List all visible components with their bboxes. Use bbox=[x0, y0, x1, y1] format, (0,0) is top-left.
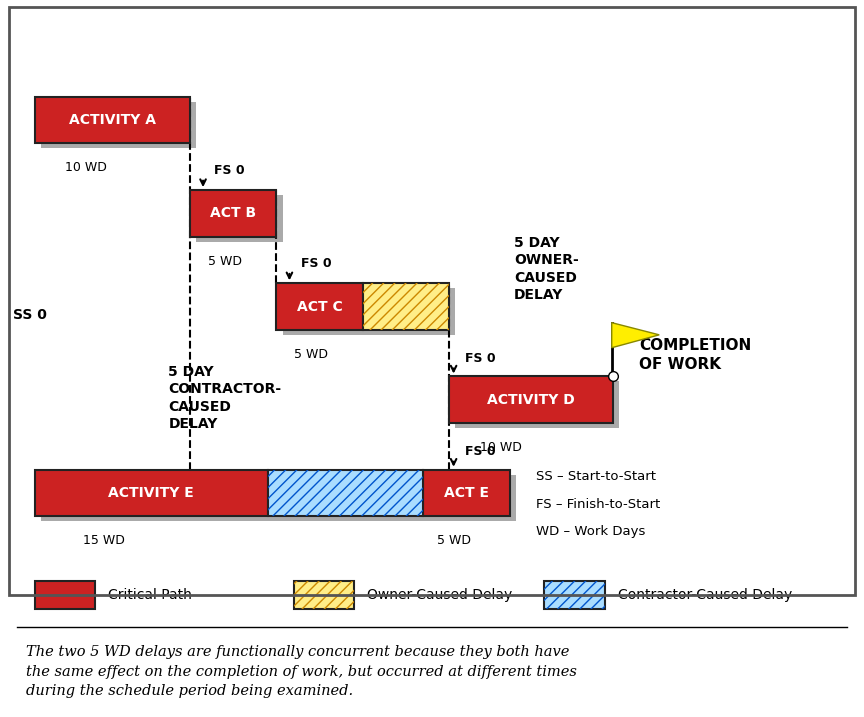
Text: FS 0: FS 0 bbox=[465, 445, 495, 458]
Text: 15 WD: 15 WD bbox=[83, 534, 124, 547]
Text: 10 WD: 10 WD bbox=[66, 161, 107, 174]
FancyBboxPatch shape bbox=[35, 470, 268, 516]
Text: 10 WD: 10 WD bbox=[480, 441, 522, 454]
Text: COMPLETION
OF WORK: COMPLETION OF WORK bbox=[639, 338, 752, 371]
Text: 5 WD: 5 WD bbox=[294, 348, 328, 361]
FancyBboxPatch shape bbox=[274, 475, 429, 521]
Text: 5 DAY
CONTRACTOR-
CAUSED
DELAY: 5 DAY CONTRACTOR- CAUSED DELAY bbox=[168, 365, 282, 431]
FancyBboxPatch shape bbox=[35, 581, 95, 609]
Text: Owner-Caused Delay: Owner-Caused Delay bbox=[367, 588, 512, 602]
Text: ACTIVITY A: ACTIVITY A bbox=[69, 113, 156, 127]
FancyBboxPatch shape bbox=[423, 470, 510, 516]
Text: 5 WD: 5 WD bbox=[207, 255, 242, 267]
FancyBboxPatch shape bbox=[196, 195, 283, 242]
Text: SS 0: SS 0 bbox=[13, 308, 47, 323]
FancyBboxPatch shape bbox=[294, 581, 354, 609]
FancyBboxPatch shape bbox=[35, 97, 190, 143]
Text: WD – Work Days: WD – Work Days bbox=[536, 525, 645, 538]
FancyBboxPatch shape bbox=[268, 470, 423, 516]
FancyBboxPatch shape bbox=[449, 376, 613, 423]
FancyBboxPatch shape bbox=[283, 288, 369, 335]
Text: FS 0: FS 0 bbox=[465, 352, 495, 365]
FancyBboxPatch shape bbox=[544, 581, 605, 609]
Text: Contractor-Caused Delay: Contractor-Caused Delay bbox=[618, 588, 792, 602]
Text: The two 5 WD delays are functionally concurrent because they both have
the same : The two 5 WD delays are functionally con… bbox=[26, 645, 577, 698]
FancyBboxPatch shape bbox=[276, 283, 363, 330]
Polygon shape bbox=[612, 323, 659, 348]
Text: FS 0: FS 0 bbox=[301, 257, 331, 270]
FancyBboxPatch shape bbox=[190, 190, 276, 237]
Text: 5 WD: 5 WD bbox=[436, 534, 471, 547]
FancyBboxPatch shape bbox=[455, 381, 619, 428]
Text: SS – Start-to-Start: SS – Start-to-Start bbox=[536, 470, 656, 483]
Text: ACT B: ACT B bbox=[210, 206, 257, 220]
Text: FS 0: FS 0 bbox=[214, 164, 245, 177]
FancyBboxPatch shape bbox=[41, 102, 196, 148]
Text: ACTIVITY E: ACTIVITY E bbox=[108, 486, 194, 500]
FancyBboxPatch shape bbox=[41, 475, 274, 521]
Text: 5 DAY
OWNER-
CAUSED
DELAY: 5 DAY OWNER- CAUSED DELAY bbox=[514, 236, 579, 302]
Text: ACTIVITY D: ACTIVITY D bbox=[487, 393, 575, 407]
FancyBboxPatch shape bbox=[429, 475, 516, 521]
Text: ACT C: ACT C bbox=[297, 300, 342, 313]
FancyBboxPatch shape bbox=[363, 283, 449, 330]
Text: FS – Finish-to-Start: FS – Finish-to-Start bbox=[536, 498, 660, 511]
FancyBboxPatch shape bbox=[369, 288, 455, 335]
Text: ACT E: ACT E bbox=[444, 486, 489, 500]
Text: Critical Path: Critical Path bbox=[108, 588, 192, 602]
